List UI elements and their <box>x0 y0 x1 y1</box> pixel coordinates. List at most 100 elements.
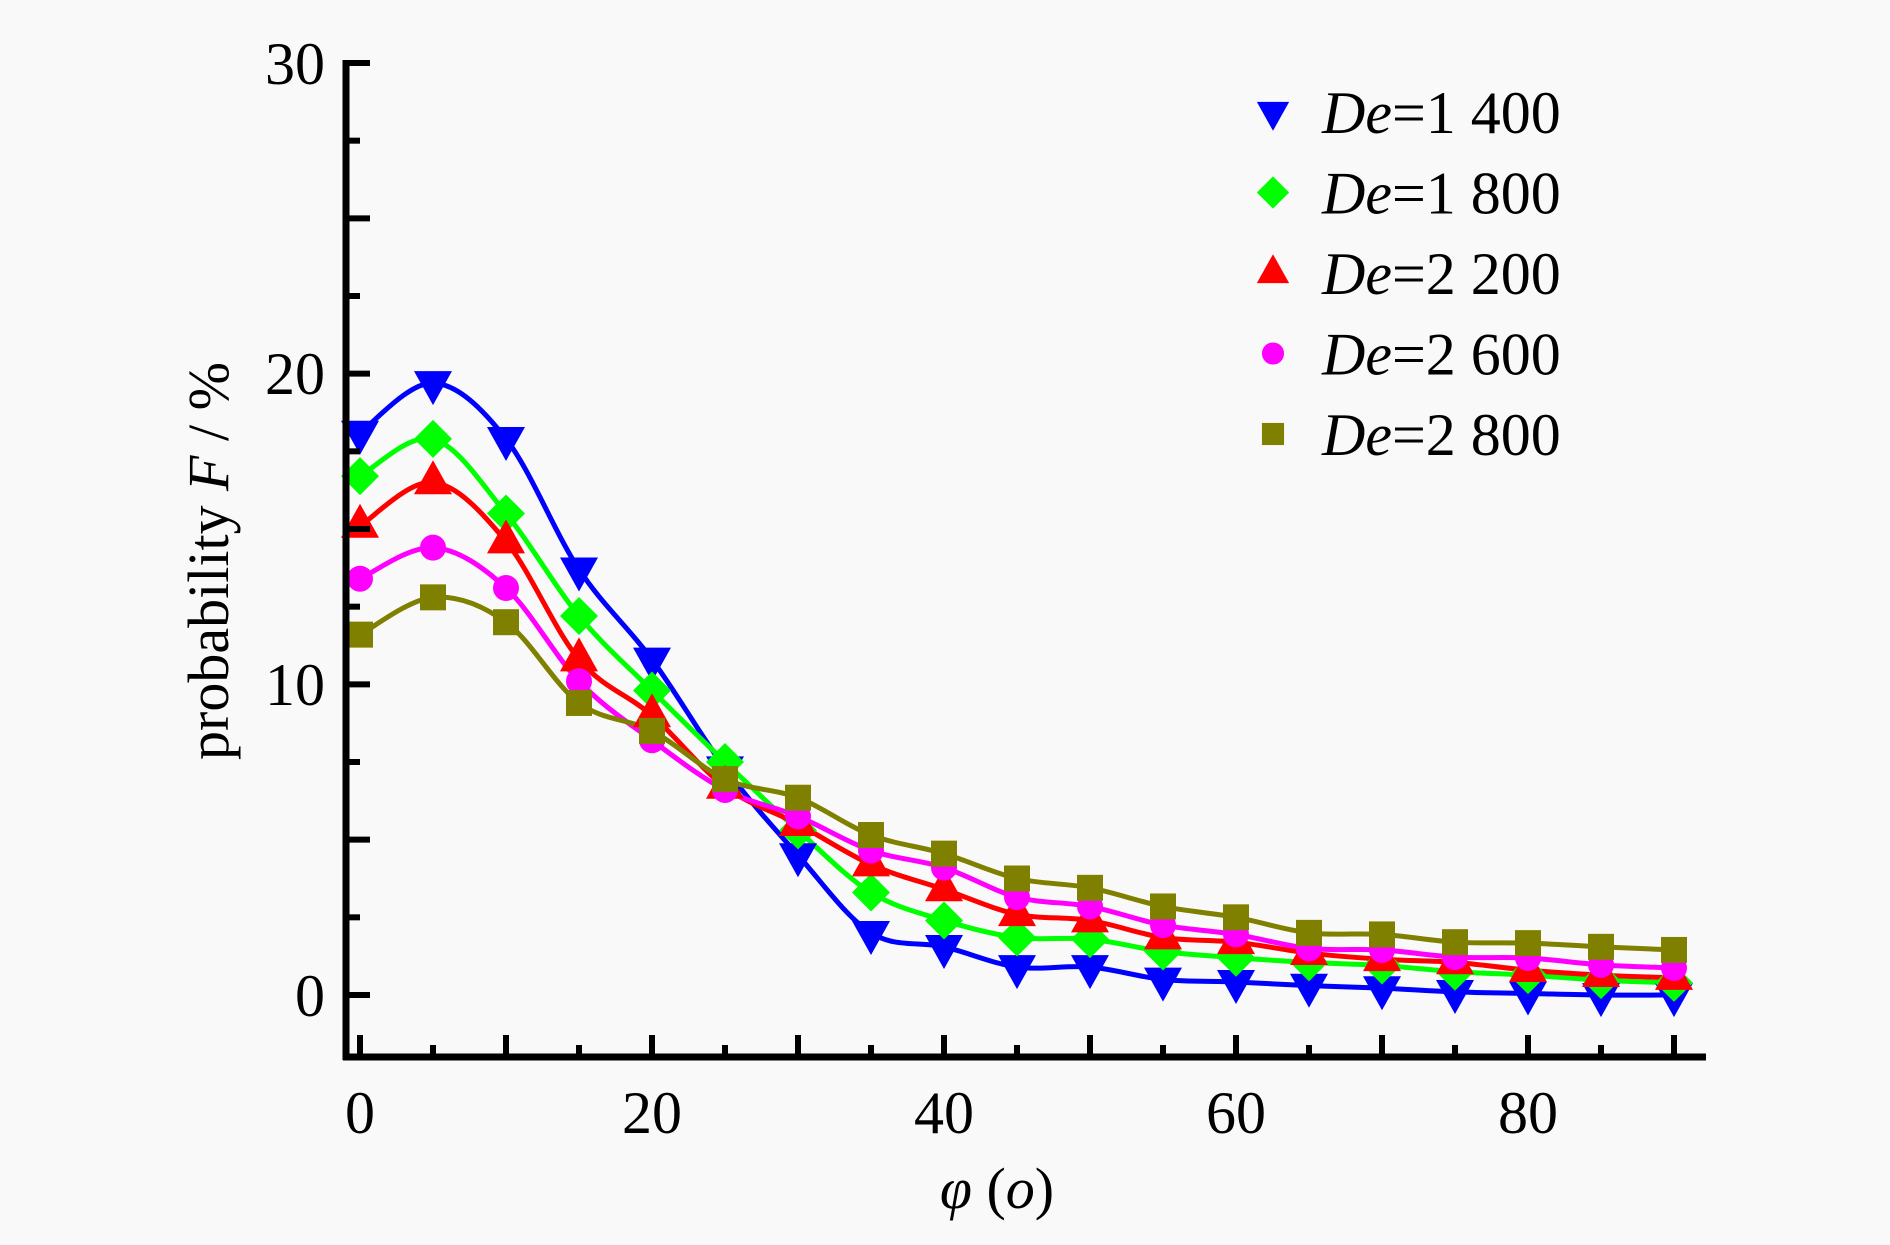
data-point <box>560 557 598 592</box>
data-point <box>633 647 671 682</box>
data-point <box>998 955 1036 990</box>
y-tick-label: 10 <box>265 652 325 718</box>
data-point <box>566 668 592 695</box>
legend-item: De=2 200 <box>1256 241 1561 307</box>
data-point <box>1223 904 1249 931</box>
legend-item: De=1 400 <box>1256 80 1561 146</box>
legend-label-symbol: De <box>1321 402 1392 468</box>
data-point <box>487 519 525 554</box>
data-point <box>779 843 817 878</box>
data-point <box>341 420 379 455</box>
y-tick-label: 30 <box>265 31 325 97</box>
legend-marker-circle <box>1261 342 1285 365</box>
series-points-4 <box>347 584 1687 963</box>
x-ticks <box>357 1035 1677 1057</box>
legend-label-value: =1 400 <box>1392 80 1561 146</box>
legend-label: De=2 600 <box>1321 322 1561 388</box>
y-tick-label: 20 <box>265 341 325 407</box>
x-axis-open: ( <box>972 1156 1006 1221</box>
x-tick-label: 0 <box>345 1080 375 1146</box>
y-tick-labels: 0 10 20 30 <box>265 31 325 1029</box>
data-point <box>998 918 1036 957</box>
legend-label-symbol: De <box>1321 322 1392 388</box>
legend-label-symbol: De <box>1321 241 1392 307</box>
legend-label-value: =2 600 <box>1392 322 1561 388</box>
data-point <box>1363 976 1401 1011</box>
data-point <box>639 717 665 744</box>
data-point <box>341 457 379 496</box>
data-point <box>858 822 884 849</box>
legend-marker-square <box>1261 422 1285 446</box>
data-point <box>1588 933 1614 960</box>
legend-label: De=1 400 <box>1321 80 1561 146</box>
data-point <box>560 596 598 635</box>
data-point <box>420 584 446 611</box>
legend-label-value: =2 200 <box>1392 241 1561 307</box>
legend-marker-diamond <box>1256 176 1290 209</box>
data-point <box>1515 930 1541 957</box>
y-axis-symbol: F <box>176 455 241 492</box>
data-point <box>487 494 525 533</box>
data-point <box>1071 955 1109 990</box>
x-tick-label: 20 <box>622 1080 682 1146</box>
legend-label-value: =2 800 <box>1392 402 1561 468</box>
data-point <box>487 427 525 462</box>
legend-label-symbol: De <box>1321 80 1392 146</box>
legend-label-value: =1 800 <box>1392 161 1561 227</box>
data-point <box>852 920 890 955</box>
y-tick-label: 0 <box>295 963 325 1029</box>
data-point <box>1582 983 1620 1018</box>
data-point <box>1144 967 1182 1002</box>
data-point <box>1436 979 1474 1014</box>
legend-label-symbol: De <box>1321 161 1392 227</box>
data-point <box>925 901 963 940</box>
y-ticks <box>346 60 370 998</box>
y-axis-post: / % <box>176 362 241 455</box>
data-point <box>414 460 452 495</box>
x-tick-label: 40 <box>914 1080 974 1146</box>
data-point <box>414 419 452 458</box>
legend-item: De=1 800 <box>1256 161 1561 227</box>
data-point <box>414 371 452 406</box>
data-point <box>1442 929 1468 956</box>
data-point <box>1661 936 1687 963</box>
data-point <box>712 766 738 793</box>
data-point <box>1004 865 1030 892</box>
y-axis-title: probability F / % <box>176 362 241 760</box>
x-tick-label: 60 <box>1206 1080 1266 1146</box>
data-point <box>852 873 890 912</box>
legend-label: De=2 800 <box>1321 402 1561 468</box>
legend-marker-triangle-up <box>1256 254 1290 284</box>
series-points-2 <box>341 460 1693 990</box>
x-tick-labels: 0 20 40 60 80 <box>345 1080 1558 1146</box>
data-point <box>560 637 598 672</box>
legend-marker-triangle-down <box>1256 101 1290 131</box>
data-point <box>1290 973 1328 1008</box>
data-point <box>493 609 519 636</box>
data-point <box>1296 919 1322 946</box>
data-point <box>785 784 811 811</box>
data-point <box>1217 970 1255 1005</box>
x-tick-label: 80 <box>1498 1080 1558 1146</box>
data-point <box>633 671 671 710</box>
series-markers <box>341 371 1693 1018</box>
x-axis-title: φ (o) <box>940 1156 1054 1221</box>
data-point <box>925 934 963 969</box>
data-point <box>347 621 373 648</box>
legend-item: De=2 600 <box>1261 322 1561 388</box>
legend-label: De=1 800 <box>1321 161 1561 227</box>
data-point <box>1369 921 1395 948</box>
axes <box>342 60 1706 1061</box>
data-point <box>1509 981 1547 1016</box>
x-axis-symbol: φ <box>940 1156 972 1221</box>
data-point <box>1150 893 1176 920</box>
y-axis-pre: probability <box>176 491 241 760</box>
x-axis-close: ) <box>1035 1156 1054 1221</box>
data-point <box>931 840 957 867</box>
data-point <box>925 867 963 902</box>
data-point <box>493 575 519 602</box>
data-point <box>347 565 373 592</box>
legend-label: De=2 200 <box>1321 241 1561 307</box>
